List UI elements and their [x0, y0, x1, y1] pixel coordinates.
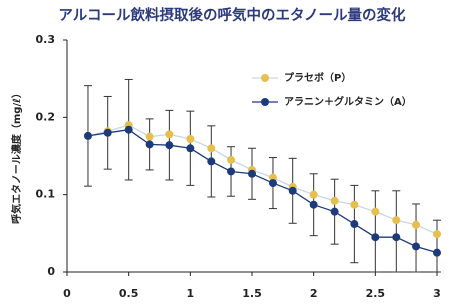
data-point [227, 167, 236, 176]
legend-label: プラセボ（P） [284, 71, 351, 84]
error-bar [371, 190, 380, 273]
data-point [207, 144, 216, 153]
legend-marker [261, 98, 269, 106]
data-point [103, 128, 112, 137]
data-point [207, 157, 216, 166]
y-tick-label: 0.1 [36, 188, 56, 201]
data-point [165, 130, 174, 139]
data-point [268, 179, 277, 188]
x-tick-label: 1.5 [242, 287, 262, 300]
data-point [330, 207, 339, 216]
data-point [186, 144, 195, 153]
x-tick-label: 1 [187, 287, 195, 300]
data-point [186, 134, 195, 143]
data-point [145, 132, 154, 141]
x-tick-label: 2 [310, 287, 318, 300]
data-point [248, 169, 256, 178]
error-bar [412, 203, 421, 273]
data-point [83, 131, 92, 140]
x-tick-label: 0.5 [119, 287, 139, 300]
y-tick-label: 0.2 [36, 110, 56, 123]
data-point [433, 248, 441, 257]
data-point [288, 186, 297, 195]
error-bar [433, 219, 441, 273]
data-point [350, 200, 359, 209]
chart-title: アルコール飲料摂取後の呼気中のエタノール量の変化 [58, 6, 406, 24]
data-point [412, 220, 421, 229]
series-line [87, 129, 438, 254]
data-point [309, 190, 318, 199]
data-point [371, 233, 380, 242]
x-tick-label: 2.5 [366, 287, 386, 300]
data-point [371, 207, 380, 216]
data-point [433, 230, 441, 239]
data-point [145, 140, 154, 149]
legend-label: アラニン＋グルタミン（A） [284, 95, 412, 108]
x-tick-label: 3 [433, 287, 441, 300]
data-point [124, 125, 133, 134]
data-point [227, 155, 236, 164]
y-tick-label: 0 [47, 265, 55, 278]
y-tick-label: 0.3 [36, 33, 56, 46]
data-point [392, 233, 401, 242]
data-point [350, 220, 359, 229]
legend-marker [261, 74, 269, 82]
data-point [309, 200, 318, 209]
data-point [412, 242, 421, 251]
data-point [165, 141, 174, 150]
x-tick-label: 0 [63, 287, 71, 300]
data-point [392, 216, 401, 225]
y-axis-label: 呼気エタノール濃度（mg/ℓ） [10, 88, 23, 224]
data-point [330, 196, 339, 205]
error-bar [392, 190, 401, 273]
series-line [87, 124, 438, 235]
